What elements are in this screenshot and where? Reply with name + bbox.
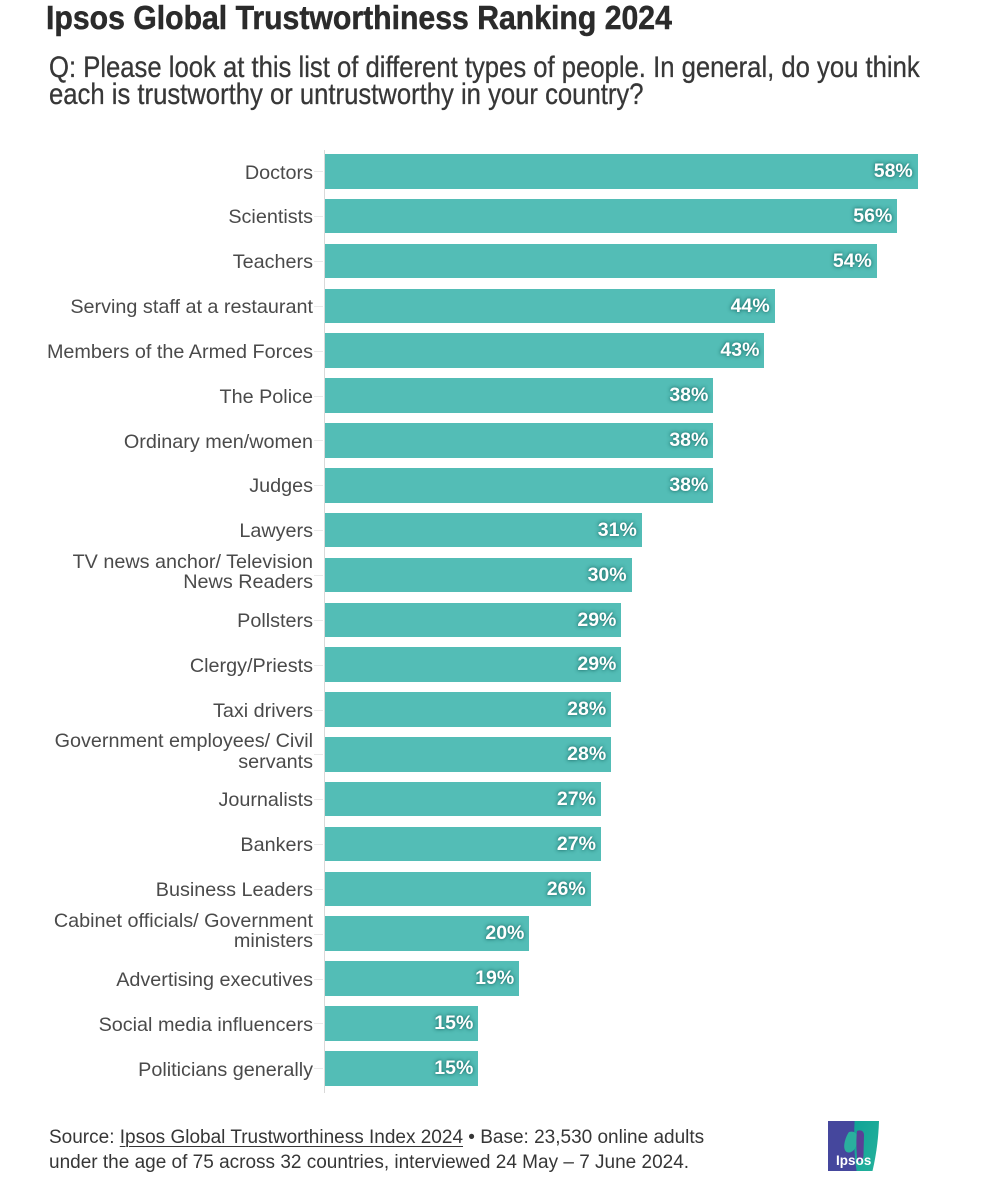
svg-text:Ipsos: Ipsos [836, 1153, 871, 1168]
